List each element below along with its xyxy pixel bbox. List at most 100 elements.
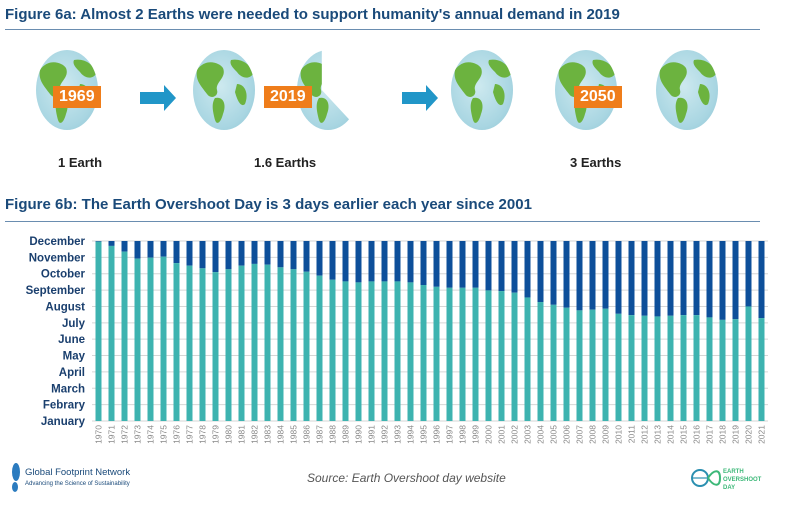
logo-right-line: OVERSHOOT [723, 477, 762, 483]
bar-remainder [147, 241, 154, 258]
bar-overshoot-day [121, 251, 128, 421]
bar-overshoot-day [693, 315, 700, 421]
x-tick-label: 2012 [640, 425, 650, 444]
earth-count-label: 1 Earth [58, 155, 103, 170]
bar-remainder [459, 241, 466, 288]
bar-remainder [251, 241, 258, 264]
bar-overshoot-day [472, 287, 479, 421]
bar-overshoot-day [602, 308, 609, 421]
bar-overshoot-day [758, 318, 765, 421]
x-tick-label: 1992 [380, 425, 390, 444]
earth-globe-icon [193, 50, 255, 130]
y-tick-label: November [29, 252, 86, 264]
bar-overshoot-day [342, 281, 349, 421]
bar-remainder [615, 241, 622, 314]
bar-remainder [758, 241, 765, 319]
bar-remainder [589, 241, 596, 310]
bar-overshoot-day [459, 287, 466, 421]
x-tick-label: 1994 [406, 425, 416, 444]
bar-remainder [628, 241, 635, 316]
bar-overshoot-day [680, 315, 687, 421]
bar-remainder [381, 241, 388, 282]
y-tick-label: April [59, 367, 85, 379]
x-tick-label: 2001 [497, 425, 507, 444]
x-tick-label: 1980 [224, 425, 234, 444]
bar-overshoot-day [277, 267, 284, 421]
bar-overshoot-day [381, 281, 388, 421]
x-tick-label: 2007 [575, 425, 585, 444]
bar-overshoot-day [433, 286, 440, 421]
x-tick-label: 2005 [549, 425, 559, 444]
x-tick-label: 2000 [484, 425, 494, 444]
bar-remainder [225, 241, 232, 270]
bar-remainder [95, 241, 102, 242]
bar-overshoot-day [745, 306, 752, 421]
x-tick-label: 2004 [536, 425, 546, 444]
bar-overshoot-day [719, 319, 726, 421]
bar-overshoot-day [550, 304, 557, 421]
bar-remainder [472, 241, 479, 288]
x-tick-label: 1991 [367, 425, 377, 444]
y-tick-label: January [41, 416, 86, 428]
bar-remainder [277, 241, 284, 268]
bar-overshoot-day [446, 287, 453, 421]
bar-overshoot-day [420, 285, 427, 421]
x-tick-label: 1976 [172, 425, 182, 444]
land-icon [196, 59, 253, 123]
y-tick-label: September [26, 285, 86, 297]
bar-remainder [407, 241, 414, 283]
arrow-right-icon [402, 85, 438, 111]
x-tick-label: 1995 [419, 425, 429, 444]
title-divider [5, 29, 760, 30]
y-tick-label: October [41, 269, 86, 281]
bar-overshoot-day [407, 282, 414, 421]
x-tick-label: 2021 [757, 425, 767, 444]
bar-remainder [550, 241, 557, 305]
earth-count-label: 3 Earths [570, 155, 622, 170]
x-tick-label: 1971 [107, 425, 117, 444]
bar-overshoot-day [628, 315, 635, 421]
bar-remainder [160, 241, 167, 257]
bar-overshoot-day [524, 297, 531, 421]
x-tick-label: 1983 [263, 425, 273, 444]
bar-overshoot-day [316, 275, 323, 421]
bar-remainder [511, 241, 518, 293]
bar-overshoot-day [199, 268, 206, 421]
x-tick-label: 2018 [718, 425, 728, 444]
figure-6a-title: Figure 6a: Almost 2 Earths were needed t… [5, 6, 620, 23]
bar-remainder [732, 241, 739, 320]
bar-overshoot-day [394, 281, 401, 421]
bar-overshoot-day [147, 257, 154, 421]
bar-remainder [316, 241, 323, 276]
bar-overshoot-day [537, 302, 544, 421]
x-tick-label: 1973 [133, 425, 143, 444]
y-tick-label: August [45, 301, 85, 313]
bar-remainder [693, 241, 700, 316]
x-tick-label: 1982 [250, 425, 260, 444]
bar-remainder [238, 241, 245, 266]
bar-remainder [641, 241, 648, 316]
bar-overshoot-day [576, 310, 583, 421]
x-tick-label: 2015 [679, 425, 689, 444]
bar-remainder [303, 241, 310, 272]
x-tick-label: 2003 [523, 425, 533, 444]
x-tick-label: 1977 [185, 425, 195, 444]
bar-remainder [212, 241, 219, 273]
bar-remainder [342, 241, 349, 282]
bar-overshoot-day [134, 258, 141, 421]
bar-overshoot-day [186, 265, 193, 421]
x-tick-label: 1986 [302, 425, 312, 444]
x-tick-label: 1972 [120, 425, 130, 444]
x-tick-label: 1998 [458, 425, 468, 444]
bar-overshoot-day [667, 315, 674, 421]
x-tick-label: 1978 [198, 425, 208, 444]
x-tick-label: 1974 [146, 425, 156, 444]
bar-remainder [485, 241, 492, 291]
bar-remainder [264, 241, 271, 265]
bar-overshoot-day [641, 315, 648, 421]
bar-remainder [134, 241, 141, 259]
bar-overshoot-day [290, 269, 297, 421]
x-tick-label: 1993 [393, 425, 403, 444]
overshoot-day-chart: January Febrary March April May June July Augus… [26, 236, 768, 444]
